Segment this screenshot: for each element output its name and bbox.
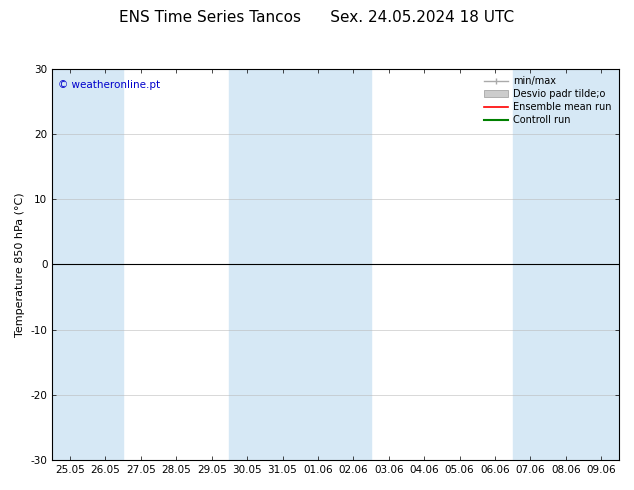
Bar (335, 69, 371, 460)
Bar (583, 69, 619, 460)
Bar (230, 69, 265, 460)
Bar (301, 69, 335, 460)
Y-axis label: Temperature 850 hPa (°C): Temperature 850 hPa (°C) (15, 192, 25, 337)
Text: © weatheronline.pt: © weatheronline.pt (58, 80, 160, 90)
Legend: min/max, Desvio padr tilde;o, Ensemble mean run, Controll run: min/max, Desvio padr tilde;o, Ensemble m… (481, 74, 614, 128)
Bar (548, 69, 583, 460)
Bar (87, 69, 123, 460)
Bar (513, 69, 548, 460)
Text: ENS Time Series Tancos      Sex. 24.05.2024 18 UTC: ENS Time Series Tancos Sex. 24.05.2024 1… (119, 10, 515, 25)
Bar (265, 69, 301, 460)
Bar (52, 69, 87, 460)
